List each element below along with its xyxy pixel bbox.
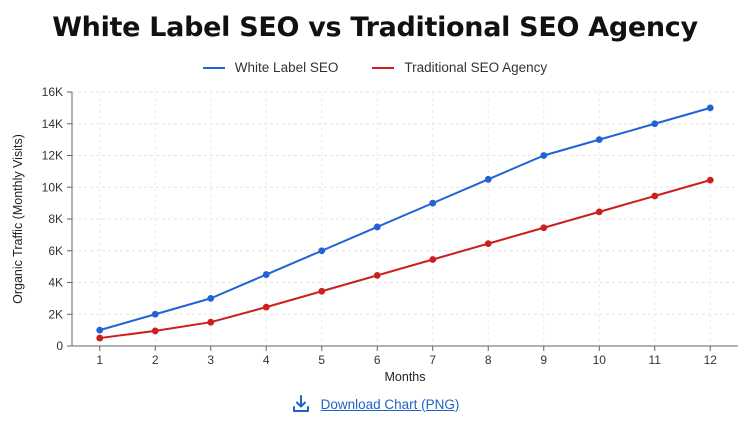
y-tick-label: 12K [42, 149, 63, 163]
data-point-white-label [484, 175, 492, 183]
data-point-white-label [429, 199, 437, 207]
y-tick-label: 14K [42, 117, 63, 131]
x-tick-label: 4 [263, 353, 270, 367]
y-tick-label: 6K [48, 244, 63, 258]
data-point-traditional [595, 208, 603, 216]
y-tick-label: 16K [42, 85, 63, 99]
x-tick-label: 9 [540, 353, 547, 367]
data-point-traditional [540, 224, 548, 232]
data-point-white-label [262, 271, 270, 278]
data-point-traditional [651, 192, 659, 200]
data-point-white-label [207, 294, 215, 302]
data-point-traditional [318, 287, 326, 295]
x-tick-label: 3 [207, 353, 214, 367]
y-tick-label: 10K [42, 180, 63, 194]
series-line-white-label [99, 106, 711, 332]
legend-label-traditional: Traditional SEO Agency [404, 60, 548, 75]
data-point-traditional [484, 240, 492, 248]
chart-legend: White Label SEO Traditional SEO Agency [0, 60, 750, 75]
x-tick-label: 8 [485, 353, 492, 367]
data-point-traditional [262, 303, 270, 311]
chart-title: White Label SEO vs Traditional SEO Agenc… [52, 12, 698, 43]
data-point-traditional [96, 334, 104, 342]
legend-label-white-label: White Label SEO [234, 60, 339, 75]
legend-swatch-traditional [372, 66, 395, 69]
data-point-white-label [318, 247, 326, 255]
legend-swatch-white-label [202, 66, 225, 69]
data-point-white-label [151, 310, 159, 318]
data-point-white-label [96, 326, 104, 334]
legend-item-traditional[interactable]: Traditional SEO Agency [372, 60, 547, 75]
y-tick-label: 4K [48, 276, 63, 290]
data-point-traditional [373, 271, 381, 279]
download-bar: Download Chart (PNG) [0, 394, 750, 414]
download-chart-link[interactable]: Download Chart (PNG) [320, 396, 460, 412]
y-tick-label: 8K [48, 212, 63, 226]
data-point-white-label [651, 120, 659, 128]
data-point-traditional [429, 256, 437, 263]
x-axis-title: Months [385, 370, 426, 384]
y-tick-label: 2K [48, 307, 63, 321]
x-tick-label: 7 [429, 353, 436, 367]
data-point-white-label [706, 104, 714, 112]
data-point-traditional [151, 327, 159, 335]
x-tick-label: 12 [704, 353, 718, 367]
x-tick-label: 11 [649, 353, 662, 367]
x-tick-label: 5 [318, 353, 325, 367]
x-tick-label: 10 [593, 353, 607, 367]
x-tick-label: 6 [374, 353, 381, 367]
data-point-white-label [373, 223, 381, 231]
data-point-white-label [595, 136, 603, 144]
series-line-traditional [99, 179, 711, 340]
data-point-traditional [207, 318, 215, 326]
x-tick-label: 2 [152, 353, 159, 367]
y-tick-label: 0 [56, 339, 63, 353]
data-point-traditional [706, 176, 714, 184]
y-axis-title: Organic Traffic (Monthly Visits) [11, 134, 25, 304]
download-icon[interactable] [291, 394, 311, 414]
x-tick-label: 1 [96, 353, 103, 367]
legend-item-white-label[interactable]: White Label SEO [202, 60, 339, 75]
data-point-white-label [540, 152, 548, 159]
